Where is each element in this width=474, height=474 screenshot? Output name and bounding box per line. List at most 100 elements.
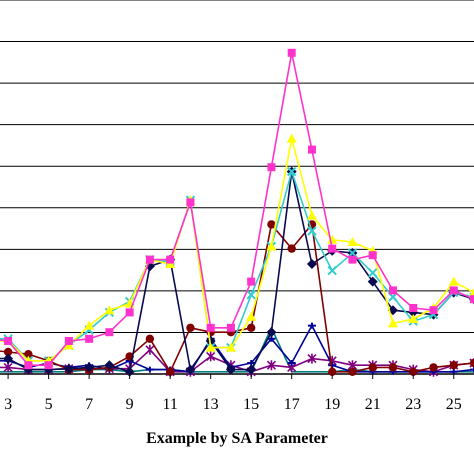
data-point (306, 259, 317, 269)
data-point (246, 290, 256, 300)
data-point (64, 337, 73, 345)
data-point (84, 362, 95, 373)
data-point (469, 358, 474, 368)
data-point (246, 364, 257, 375)
data-point (166, 255, 175, 264)
data-point (85, 334, 94, 343)
data-point (186, 323, 195, 332)
data-point (206, 323, 215, 332)
data-point (24, 350, 33, 359)
x-axis-title: Example by SA Parameter (146, 430, 328, 447)
data-point (307, 322, 316, 329)
x-tick-label: 11 (162, 396, 177, 413)
series-8 (0, 326, 474, 373)
x-tick-label: 19 (324, 396, 340, 413)
data-point (287, 244, 296, 253)
data-point (449, 361, 458, 370)
series-3 (0, 166, 474, 366)
data-point (247, 277, 256, 286)
data-point (327, 234, 338, 244)
data-point (348, 367, 357, 376)
data-point (449, 286, 458, 295)
series-line (0, 51, 474, 367)
data-point (246, 311, 257, 321)
data-point (409, 367, 418, 376)
data-point (469, 287, 474, 297)
data-point (165, 367, 175, 376)
data-point (408, 314, 419, 323)
x-tick-label: 13 (203, 396, 219, 413)
data-point (448, 276, 459, 286)
data-point (24, 361, 33, 370)
data-point (246, 323, 256, 332)
data-point (306, 210, 317, 220)
data-point (225, 364, 236, 375)
data-point (287, 360, 296, 366)
data-point (225, 342, 236, 352)
data-point (368, 363, 377, 372)
x-tick-label: 23 (405, 396, 421, 413)
data-point (4, 337, 13, 345)
data-point (206, 351, 216, 362)
data-point (104, 360, 115, 371)
data-point (3, 362, 13, 373)
series-layer (0, 48, 474, 377)
data-point (387, 318, 398, 328)
data-point (328, 244, 337, 253)
data-point (44, 361, 53, 370)
data-point (287, 48, 296, 57)
x-tick-label: 17 (284, 396, 300, 413)
x-tick-label: 5 (45, 396, 53, 413)
data-point (205, 342, 216, 352)
data-point (449, 368, 458, 375)
data-point (267, 220, 276, 229)
data-point (185, 364, 196, 375)
data-point (348, 255, 357, 264)
x-tick-label: 3 (4, 396, 12, 413)
data-point (307, 145, 316, 154)
data-point (63, 363, 74, 374)
data-point (105, 328, 114, 337)
data-point (125, 308, 134, 317)
data-point (429, 363, 438, 372)
x-tick-label: 25 (446, 396, 462, 413)
data-point (145, 255, 154, 264)
data-point (470, 366, 474, 373)
x-axis-ticks: 3 5 7 9 11 13 15 17 19 21 23 25 (4, 374, 462, 413)
data-point (429, 306, 438, 315)
data-point (327, 265, 337, 276)
data-point (368, 251, 377, 260)
data-point (347, 237, 358, 246)
series-line (0, 326, 474, 373)
data-point (3, 353, 14, 364)
x-tick-label: 15 (243, 396, 259, 413)
data-point (266, 327, 277, 338)
data-point (266, 360, 277, 371)
data-point (104, 305, 115, 315)
data-point (186, 198, 195, 207)
gridlines (0, 0, 474, 375)
data-point (470, 295, 474, 304)
data-point (307, 226, 317, 236)
series-1 (0, 48, 474, 370)
data-point (124, 366, 135, 377)
data-point (205, 336, 216, 346)
x-tick-label: 7 (85, 396, 93, 413)
data-point (145, 334, 155, 343)
data-point (3, 347, 13, 357)
data-point (328, 367, 337, 376)
data-point (267, 163, 276, 172)
data-point (145, 366, 154, 373)
data-point (368, 268, 378, 278)
data-point (307, 353, 317, 364)
data-point (388, 363, 398, 372)
x-tick-label: 21 (365, 396, 381, 413)
data-point (226, 323, 235, 332)
data-point (367, 276, 378, 287)
data-point (84, 320, 95, 330)
data-point (409, 304, 418, 312)
x-tick-label: 9 (126, 396, 134, 413)
data-point (266, 241, 277, 251)
data-point (286, 166, 297, 177)
